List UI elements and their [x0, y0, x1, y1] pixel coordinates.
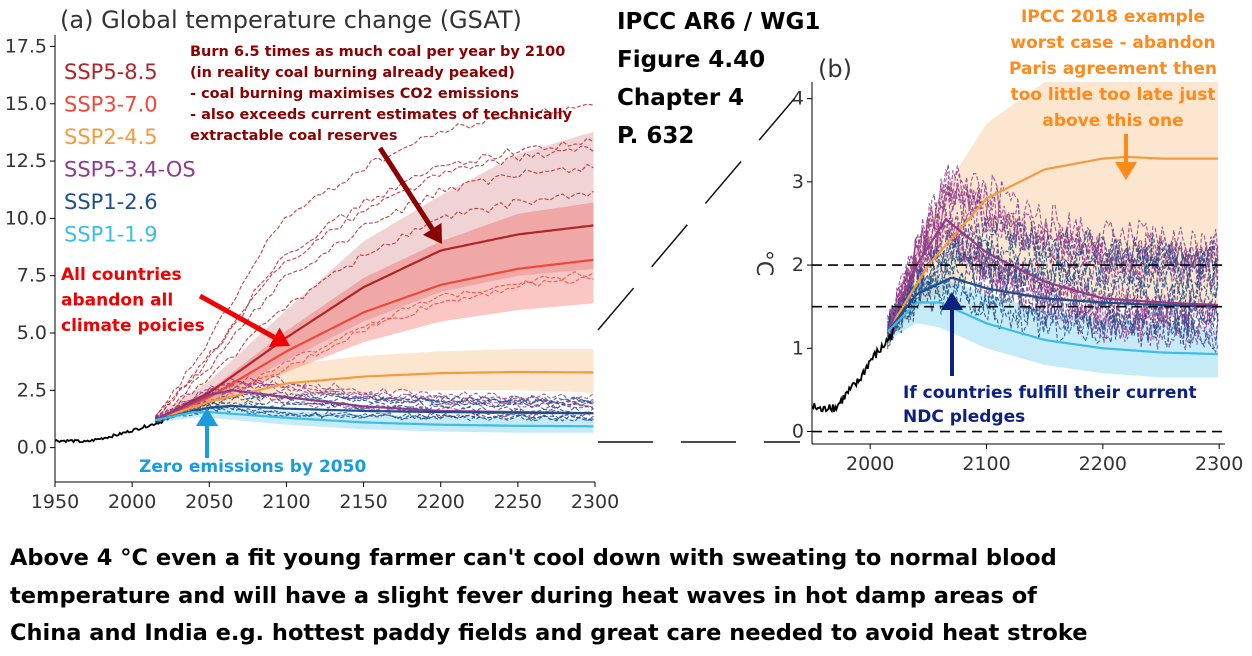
band-ssp1-1-9	[887, 277, 1218, 378]
panel-b-ylabel: °C	[751, 250, 776, 276]
x-tick-label: 2300	[571, 491, 619, 513]
y-tick-label: 0.0	[17, 437, 47, 459]
y-tick-label: 7.5	[17, 265, 47, 287]
band-ssp5-8-5	[155, 131, 594, 423]
series-line-ssp1-1-9	[155, 411, 594, 428]
legend-entry-ssp5-8-5: SSP5-8.5	[64, 60, 158, 84]
y-tick-label: 5.0	[17, 322, 47, 344]
model-run-ssp1-2-6	[154, 393, 594, 424]
arrow-abandon-head	[268, 327, 290, 347]
y-tick-label: 2.5	[17, 379, 47, 401]
annotations: Burn 6.5 times as much coal per year by …	[61, 7, 1217, 477]
series-line-ssp3-7-0	[154, 258, 594, 422]
x-tick-label: 2000	[108, 491, 156, 513]
panel-a-title: (a) Global temperature change (GSAT)	[60, 6, 522, 34]
source-line-2: Figure 4.40	[617, 47, 766, 73]
arrow-coal-shaft	[377, 146, 435, 231]
series-line-ssp5-8-5	[154, 224, 594, 422]
x-tick-label: 2150	[339, 491, 387, 513]
arrow-ipcc-2018-head	[1115, 162, 1137, 180]
arrow-zero-emissions-head	[196, 408, 218, 426]
historical-line	[812, 327, 895, 414]
y-tick-label: 1	[792, 337, 804, 359]
model-run-ssp1-2-6	[887, 278, 1219, 350]
model-run-ssp1-2-6	[887, 240, 1219, 332]
band-ssp3-7-0	[155, 202, 594, 423]
model-run-ssp5-3-4-os	[155, 382, 594, 425]
zoom-line-top	[597, 91, 801, 331]
arrow-abandon-shaft	[198, 293, 276, 340]
model-run-ssp1-2-6	[887, 217, 1219, 343]
model-run-ssp5-8-5	[155, 145, 594, 418]
model-run-ssp5-3-4-os	[887, 164, 1219, 323]
footer-line-3: China and India e.g. hottest paddy field…	[10, 620, 1088, 646]
panel-a: 0.0 2.5 5.0 7.5 10.0 12.5 15.0 17.5 1950 2000 2050…	[5, 6, 619, 513]
model-run-ssp5-8-5	[154, 163, 594, 420]
annotation-ipcc-2018: IPCC 2018 example worst case - abandon Par…	[1009, 7, 1217, 131]
arrow-ndc-head	[941, 292, 963, 310]
x-tick-label: 2050	[185, 491, 233, 513]
model-run-ssp1-2-6	[887, 248, 1219, 340]
x-tick-label: 2000	[846, 453, 894, 475]
footer-line-2: temperature and will have a slight fever…	[10, 582, 1037, 609]
source-line-4: P. 632	[617, 123, 695, 149]
x-tick-label: 2100	[262, 491, 310, 513]
series-line-ssp1-2-6	[155, 404, 594, 422]
model-run-ssp5-3-4-os	[887, 168, 1219, 336]
y-tick-label: 10.0	[5, 207, 47, 229]
legend-entry-ssp1-1-9: SSP1-1.9	[64, 223, 158, 247]
legend-entry-ssp3-7-0: SSP3-7.0	[64, 93, 158, 117]
x-tick-label: 2200	[417, 491, 465, 513]
series-line-ssp2-4-5	[154, 370, 594, 422]
x-tick-label: 2100	[962, 453, 1010, 475]
x-tick-label: 2200	[1079, 453, 1127, 475]
y-tick-label: 0	[792, 421, 804, 443]
annotation-zero-emissions: Zero emissions by 2050	[139, 457, 366, 477]
annotation-ndc-pledges: If countries fulfill their current NDC pl…	[903, 383, 1197, 427]
y-tick-label: 15.0	[5, 93, 47, 115]
historical-line	[55, 420, 164, 444]
band-ssp2-4-5	[155, 349, 594, 423]
y-tick-label: 3	[792, 171, 804, 193]
panel-b-title: (b)	[818, 55, 852, 83]
footer-line-1: Above 4 °C even a fit young farmer can't…	[10, 545, 1057, 571]
legend-entry-ssp2-4-5: SSP2-4.5	[64, 125, 158, 149]
series-line-ssp1-2-6	[886, 276, 1219, 333]
y-tick-label: 4	[792, 88, 804, 110]
model-run-ssp1-2-6	[154, 405, 594, 423]
model-run-ssp1-2-6	[887, 265, 1219, 342]
legend-entry-ssp1-2-6: SSP1-2.6	[64, 190, 158, 214]
legend-entry-ssp5-3-4-os: SSP5-3.4-OS	[64, 158, 196, 182]
series-line-ssp1-1-9	[886, 301, 1219, 356]
zoom-connector-lines	[597, 91, 801, 443]
model-run-ssp5-3-4-os	[887, 178, 1219, 341]
source-line-3: Chapter 4	[617, 85, 745, 111]
ipcc-source-block: IPCC AR6 / WG1 Figure 4.40 Chapter 4 P. …	[617, 3, 820, 155]
annotation-coal: Burn 6.5 times as much coal per year by …	[190, 44, 573, 144]
annotation-abandon-policies: All countries abandon all climate poicies	[61, 265, 205, 336]
panel-b: 0 1 2 3 4 2000 2100 2200 2300 (b) °C	[751, 55, 1243, 475]
source-line-1: IPCC AR6 / WG1	[617, 9, 821, 35]
model-run-ssp3-7-0	[154, 276, 594, 423]
y-tick-label: 17.5	[5, 35, 47, 57]
footer-caption: Above 4 °C even a fit young farmer can't…	[10, 540, 1245, 653]
x-tick-label: 2250	[494, 491, 542, 513]
model-run-ssp5-3-4-os	[887, 224, 1219, 346]
x-tick-label: 2300	[1195, 453, 1243, 475]
series-line-ssp2-4-5	[886, 155, 1218, 333]
model-run-ssp5-3-4-os	[887, 222, 1219, 350]
y-tick-label: 2	[792, 254, 804, 276]
model-run-ssp5-8-5	[155, 190, 594, 420]
series-line-ssp5-3-4-os	[886, 217, 1219, 333]
arrow-coal-head	[422, 222, 442, 244]
model-run-ssp1-2-6	[155, 405, 594, 422]
x-tick-label: 1950	[31, 491, 79, 513]
y-tick-label: 12.5	[5, 150, 47, 172]
model-run-ssp5-8-5	[154, 137, 594, 417]
model-run-ssp1-2-6	[155, 394, 594, 422]
